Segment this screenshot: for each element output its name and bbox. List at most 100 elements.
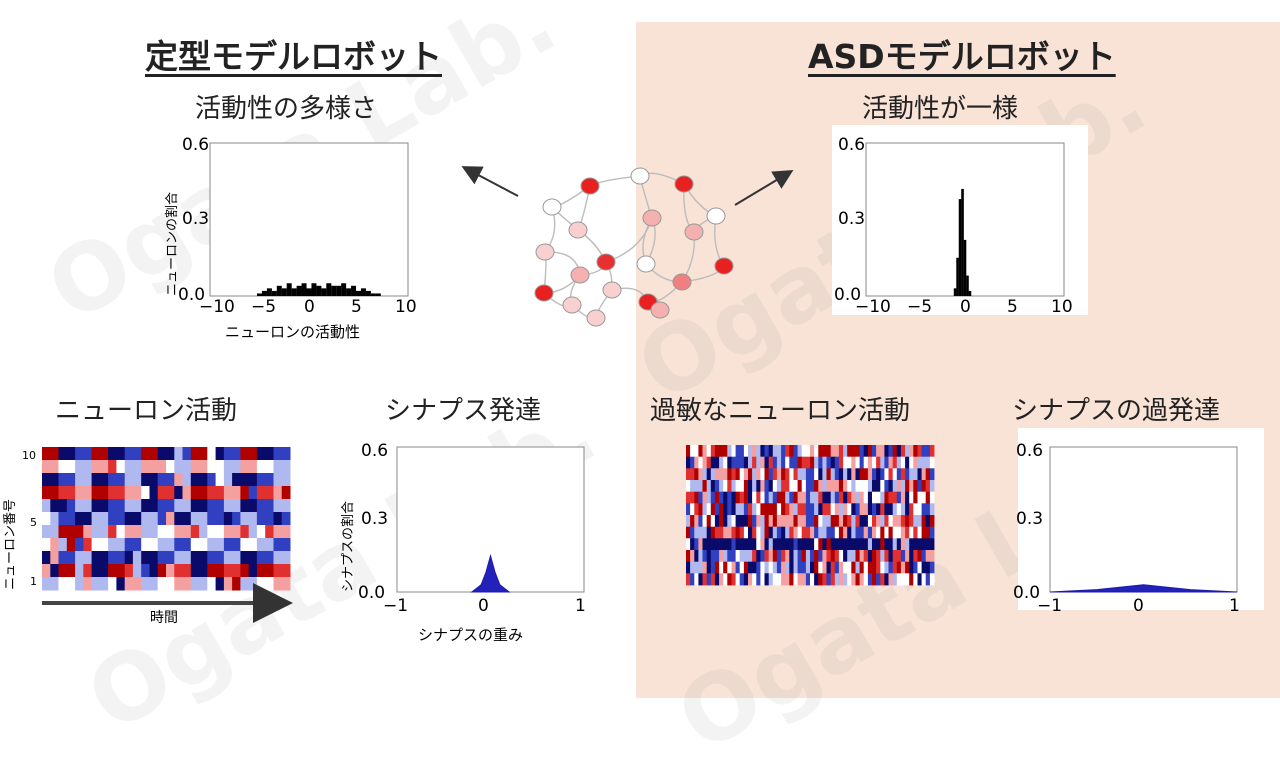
neuron-node [534,284,554,302]
raster-cell [698,515,703,528]
raster-cell [265,538,274,552]
raster-cell [909,491,914,504]
raster-cell [735,561,741,574]
raster-cell [248,473,258,487]
raster-cell [58,486,68,500]
x-axis-label: ニューロンの活動性 [225,323,360,341]
raster-cell [768,468,774,481]
raster-cell [727,468,732,481]
raster-cell [760,561,765,574]
raster-cell [694,503,699,516]
raster-cell [223,460,233,474]
y-tick-label: 0.0 [358,583,385,603]
raster-cell [892,526,898,539]
raster-cell [223,577,233,591]
raster-cell [256,577,266,591]
raster-cell [727,480,732,493]
raster-cell [876,526,881,539]
raster-cell [851,480,856,493]
raster-cell [714,468,720,481]
raster-cell [818,550,823,563]
arrow-to-asd [734,169,794,206]
raster-cell [686,538,691,551]
raster-cell [702,526,708,539]
raster-cell [752,445,757,458]
raster-cell [900,503,906,516]
raster-cell [814,538,819,551]
raster-cell [892,573,898,586]
raster-cell [801,480,807,493]
raster-cell [801,526,807,539]
raster-cell [199,486,208,500]
neuron-node [570,266,590,284]
raster-cell [91,538,101,552]
raster-cell [739,491,745,504]
raster-cell [719,561,724,574]
raster-cell [735,573,741,586]
raster-cell [880,526,885,539]
raster-cell [686,503,691,516]
raster-cell [764,526,770,539]
raster-cell [157,512,167,526]
raster-cell [888,573,894,586]
raster-cell [772,550,778,563]
raster-cell [116,512,126,526]
x-tick-label: 1 [1229,596,1240,616]
raster-cell [727,456,732,469]
raster-cell [826,445,832,458]
raster-cell [273,473,283,487]
raster-cell [818,526,823,539]
raster-cell [781,480,786,493]
raster-cell [706,456,712,469]
raster-cell [698,503,703,516]
raster-cell [768,491,774,504]
raster-cell [847,515,852,528]
raster-cell [706,538,712,551]
raster-cell [814,491,819,504]
raster-cell [132,577,142,591]
raster-cell [801,538,807,551]
raster-cell [892,445,898,458]
y-tick-label: 0.0 [178,285,205,305]
raster-cell [42,499,51,513]
raster-cell [99,538,109,552]
raster-cell [698,561,703,574]
raster-cell [789,515,794,528]
raster-cell [876,480,881,493]
raster-cell [876,515,881,528]
raster-cell [913,561,918,574]
raster-cell [735,538,741,551]
raster-cell [710,468,716,481]
x-tick-label: 1 [575,596,586,616]
raster-cell [892,515,898,528]
raster-cell [859,561,865,574]
histogram-bar [958,199,962,296]
raster-cell [232,551,241,565]
raster-cell [867,491,873,504]
raster-cell [838,561,844,574]
raster-cell [892,468,898,481]
raster-cell [743,526,749,539]
raster-cell [905,456,910,469]
raster-cell [814,468,819,481]
raster-cell [867,456,873,469]
raster-cell [917,480,923,493]
raster-cell [149,577,159,591]
raster-cell [265,486,274,500]
raster-cell [925,480,931,493]
y-axis-label: ニューロンの割合 [164,192,180,296]
raster-cell [805,456,811,469]
raster-cell [830,573,836,586]
raster-cell [248,447,258,461]
raster-cell [929,550,935,563]
raster-cell [174,538,184,552]
x-tick-label: −10 [199,297,235,317]
raster-cell [826,480,832,493]
raster-cell [190,525,200,539]
raster-cell [818,468,823,481]
raster-cell [859,468,865,481]
raster-cell [714,491,720,504]
raster-cell [793,538,799,551]
raster-cell [822,491,827,504]
raster-cell [834,491,840,504]
